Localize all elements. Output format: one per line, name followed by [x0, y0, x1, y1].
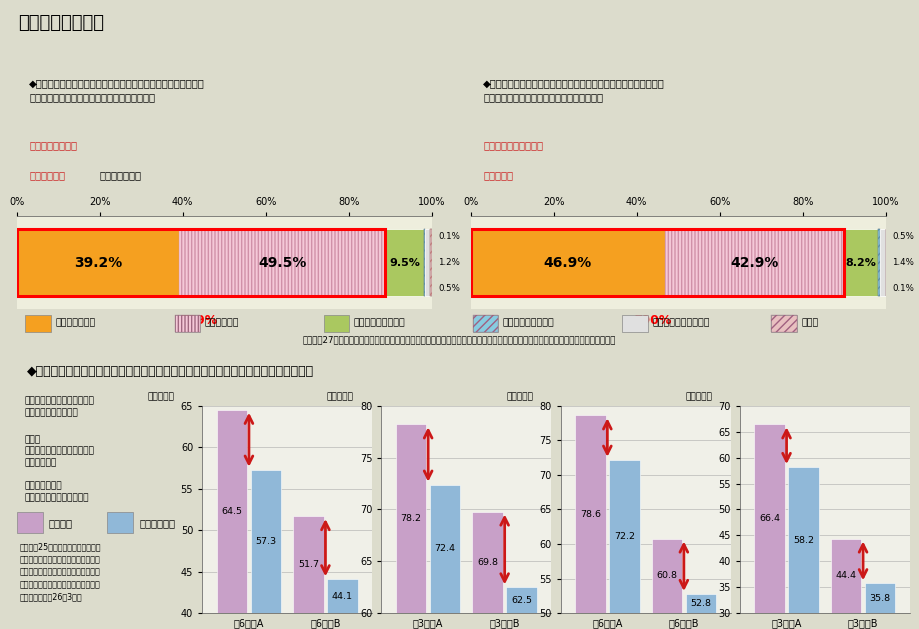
Text: 44.1: 44.1: [332, 592, 353, 601]
Text: （「平成25年度全国学力・学習状況
調査（きめ細かい調査）の結果を活用
した学力に影響を与える要因分析に関
する調査研究」国立大学法人お茶の水
女子大学　平成2: （「平成25年度全国学力・学習状況 調査（きめ細かい調査）の結果を活用 した学力…: [19, 543, 101, 601]
Text: 69.8: 69.8: [477, 558, 498, 567]
Text: 1.4%: 1.4%: [892, 259, 914, 267]
Bar: [179, 230, 385, 296]
Text: 49.5%: 49.5%: [258, 256, 306, 270]
Text: （正答率）: （正答率）: [506, 392, 533, 401]
Bar: [26, 315, 51, 331]
Text: 8.2%: 8.2%: [845, 258, 876, 268]
Bar: [789, 467, 819, 629]
Text: 52.8: 52.8: [690, 599, 711, 608]
Bar: [217, 410, 247, 629]
Text: （正答率）: （正答率）: [148, 392, 175, 401]
Bar: [385, 230, 425, 296]
Bar: [472, 511, 503, 629]
Bar: [473, 315, 498, 331]
Bar: [506, 587, 537, 629]
Text: ◆実際に本部事業に参加してみて、子供たちが地域住民と交流する
ことにより、様々な体験や経験の場が増え、: ◆実際に本部事業に参加してみて、子供たちが地域住民と交流する ことにより、様々な…: [483, 78, 665, 103]
Text: 66.4: 66.4: [759, 515, 780, 523]
Text: ややそう思う: ややそう思う: [205, 319, 239, 328]
Text: 無回答: 無回答: [801, 319, 819, 328]
Bar: [396, 425, 426, 629]
Text: （正答率）: （正答率）: [686, 392, 712, 401]
Bar: [865, 583, 895, 629]
Text: 0.5%: 0.5%: [438, 284, 460, 294]
Text: 72.2: 72.2: [614, 532, 635, 541]
Bar: [430, 230, 432, 296]
Bar: [471, 230, 665, 296]
Text: （「平成27年度地域学校協働活動に関するアンケート調査」文部科学省・国立教育政策研究所。上記は学校を対象とする調査結果。）: （「平成27年度地域学校協働活動に関するアンケート調査」文部科学省・国立教育政策…: [303, 336, 616, 345]
Bar: [771, 315, 797, 331]
Bar: [293, 516, 323, 629]
Bar: [575, 415, 606, 629]
Text: 約89%: 約89%: [181, 314, 218, 327]
Text: 1.2%: 1.2%: [438, 259, 460, 267]
Bar: [754, 425, 785, 629]
Text: 78.6: 78.6: [580, 510, 601, 519]
Bar: [609, 460, 640, 629]
Text: そう思う: そう思う: [48, 518, 72, 528]
Bar: [686, 594, 716, 629]
Text: どちらともいえない: どちらともいえない: [354, 319, 405, 328]
Text: まったくそう思わない: まったくそう思わない: [652, 319, 709, 328]
Text: 62.5: 62.5: [511, 596, 532, 605]
Text: 46.9%: 46.9%: [544, 256, 592, 270]
Text: 0.1%: 0.1%: [438, 232, 460, 242]
Bar: [430, 230, 432, 296]
Bar: [844, 230, 878, 296]
Bar: [425, 230, 430, 296]
Bar: [471, 230, 844, 296]
Text: （正答率）: （正答率）: [327, 392, 354, 401]
Text: 0.5%: 0.5%: [892, 232, 914, 242]
Bar: [430, 484, 460, 629]
Bar: [323, 315, 349, 331]
Text: 35.8: 35.8: [869, 594, 891, 603]
Bar: [473, 315, 498, 331]
Text: 「地域には、ボランティアで
学校を支援するなど、: 「地域には、ボランティアで 学校を支援するなど、: [25, 396, 95, 417]
Text: 60.8: 60.8: [656, 571, 677, 581]
Text: 64.5: 64.5: [221, 507, 243, 516]
Text: とてもそう思う: とてもそう思う: [55, 319, 96, 328]
Text: 深まった。: 深まった。: [483, 170, 514, 180]
Bar: [652, 538, 682, 629]
Bar: [17, 230, 179, 296]
Bar: [17, 512, 42, 533]
Bar: [251, 470, 281, 629]
Text: コミュニケーショ: コミュニケーショ: [29, 140, 77, 150]
Text: 72.4: 72.4: [435, 545, 456, 554]
Bar: [179, 230, 385, 296]
Text: ン能力の向上: ン能力の向上: [29, 170, 65, 180]
Text: 44.4: 44.4: [835, 571, 857, 581]
Text: 39.2%: 39.2%: [74, 256, 122, 270]
Text: 0.1%: 0.1%: [892, 284, 914, 294]
Text: 地域への理解・関心が: 地域への理解・関心が: [483, 140, 543, 150]
Text: あまりそう思わない: あまりそう思わない: [503, 319, 555, 328]
Text: ◆保護者や地域住民の学校支援ボランティア活動が進んでいる学校ほど学力が高い。: ◆保護者や地域住民の学校支援ボランティア活動が進んでいる学校ほど学力が高い。: [28, 365, 314, 378]
Text: 58.2: 58.2: [793, 536, 814, 545]
Bar: [175, 315, 200, 331]
Bar: [878, 230, 879, 296]
Bar: [665, 230, 844, 296]
Bar: [108, 512, 132, 533]
Text: 地域の
子供たちの教育に関わってく
れる人が多い: 地域の 子供たちの教育に関わってく れる人が多い: [25, 435, 95, 467]
Bar: [831, 538, 861, 629]
Bar: [175, 315, 200, 331]
Text: につながった。: につながった。: [100, 170, 142, 180]
Bar: [771, 315, 797, 331]
Text: ◆実際に本部事業に参加してみて、子供たちが地域住民と交流す
ることにより、様々な体験や経験の場が増え、: ◆実際に本部事業に参加してみて、子供たちが地域住民と交流す ることにより、様々な…: [29, 78, 205, 103]
Text: と思うか」への
回答と学力テストの正答率: と思うか」への 回答と学力テストの正答率: [25, 481, 89, 502]
Text: 9.5%: 9.5%: [390, 258, 420, 268]
Text: そう思わない: そう思わない: [140, 518, 176, 528]
Text: 子供たちへの効果: 子供たちへの効果: [18, 14, 104, 32]
Bar: [665, 230, 844, 296]
Bar: [622, 315, 648, 331]
Text: 約90%: 約90%: [635, 314, 672, 327]
Bar: [878, 230, 879, 296]
Text: 51.7: 51.7: [298, 560, 319, 569]
Bar: [17, 230, 385, 296]
Bar: [327, 579, 357, 629]
Bar: [879, 230, 886, 296]
Text: 78.2: 78.2: [401, 515, 422, 523]
Text: 57.3: 57.3: [255, 537, 277, 546]
Text: 42.9%: 42.9%: [731, 256, 778, 270]
